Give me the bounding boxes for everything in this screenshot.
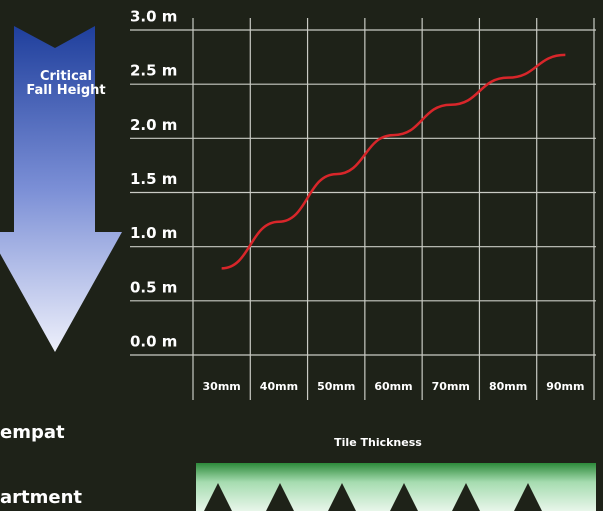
text-fragment: artment (0, 487, 82, 508)
tile-profile (196, 463, 596, 511)
text-fragment: empat (0, 422, 65, 443)
x-tick-label: 50mm (317, 380, 355, 393)
x-tick-label: 90mm (546, 380, 584, 393)
x-tick-label: 80mm (489, 380, 527, 393)
y-tick-label: 1.0 m (130, 224, 177, 242)
x-tick-label: 60mm (374, 380, 412, 393)
y-tick-label: 3.0 m (130, 8, 177, 26)
y-tick-label: 2.5 m (130, 62, 177, 80)
y-axis-title: Critical Fall Height (26, 69, 106, 98)
data-line (221, 53, 566, 270)
y-tick-label: 0.0 m (130, 333, 177, 351)
x-axis-title: Tile Thickness (334, 436, 422, 449)
y-tick-label: 2.0 m (130, 116, 177, 134)
y-tick-label: 0.5 m (130, 278, 177, 296)
y-tick-label: 1.5 m (130, 170, 177, 188)
x-tick-label: 40mm (260, 380, 298, 393)
x-tick-label: 30mm (203, 380, 241, 393)
arrow (0, 26, 122, 352)
x-tick-label: 70mm (432, 380, 470, 393)
